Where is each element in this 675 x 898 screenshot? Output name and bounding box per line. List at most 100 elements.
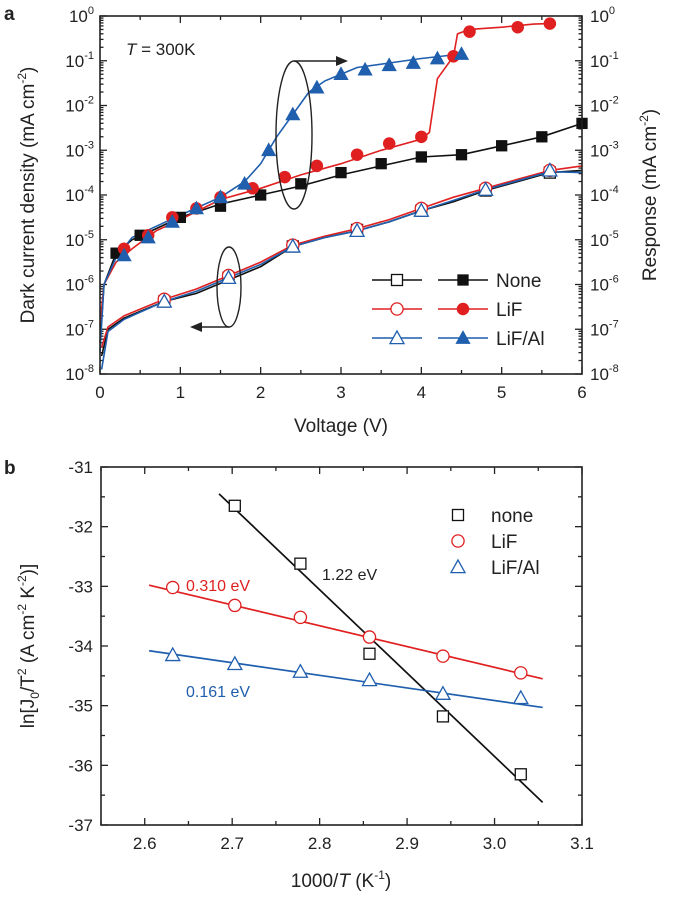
- b-xtick-label: 2.8: [308, 834, 332, 853]
- panel-b-ticks: 2.6 2.7 2.8 2.9 3.0 3.1 -31 -32 -33 -34 -35 -36 -37: [68, 458, 593, 853]
- b-point-none: [228, 499, 241, 512]
- a-xtick-label: 1: [176, 383, 185, 402]
- panel-b-legend: none LiF LiF/Al: [449, 506, 540, 579]
- a-point-response-none: [455, 149, 468, 161]
- b-legend-marker: [449, 558, 467, 574]
- panel-b-frame: [100, 466, 583, 826]
- a-point-dark-lifal: [284, 238, 301, 253]
- a-point-response-lif: [511, 20, 524, 34]
- a-ytick-label-left: 10-4: [65, 184, 94, 205]
- b-point-lifal: [164, 646, 181, 662]
- b-fit-line-lif: [148, 584, 543, 680]
- a-ytick-label-left: 10-6: [65, 274, 94, 295]
- a-point-response-lif: [415, 130, 428, 144]
- a-point-response-lifal: [381, 57, 397, 72]
- a-point-response-none: [496, 140, 508, 152]
- a-ytick-label-left: 100: [69, 5, 94, 26]
- panel-a-xlabel: Voltage (V): [294, 416, 388, 437]
- b-xtick-label: 2.6: [133, 834, 157, 853]
- a-legend-label: LiF/Al: [496, 329, 545, 350]
- a-legend-marker-filled: [457, 274, 469, 286]
- panel-b-series: [148, 493, 544, 803]
- b-legend-label: none: [491, 506, 533, 527]
- a-ytick-label-right: 10-1: [590, 50, 619, 71]
- a-point-response-lif: [350, 148, 364, 161]
- a-ytick-label-left: 10-1: [65, 50, 94, 71]
- a-point-response-none: [335, 166, 347, 179]
- a-point-response-lif: [278, 170, 292, 184]
- b-legend-marker: [451, 508, 465, 522]
- a-line-response-lifal: [99, 53, 462, 352]
- a-point-response-none: [536, 131, 548, 143]
- a-point-response-lifal: [212, 189, 229, 204]
- a-ytick-label-left: 10-8: [65, 363, 94, 384]
- b-point-lifal: [226, 655, 243, 671]
- a-point-response-lifal: [261, 142, 277, 157]
- b-ytick-label: -37: [68, 816, 93, 835]
- b-point-lifal: [512, 689, 529, 705]
- a-point-dark-lifal: [477, 181, 494, 196]
- a-point-response-lifal: [453, 46, 470, 60]
- panel-a-ticks: 0 1 2 3 4 5 6 100 100 10-1 10-1 10-2 10-2 10-3 10-3 10-…: [65, 5, 618, 402]
- a-point-response-lifal: [405, 55, 421, 69]
- panel-b-label: b: [4, 458, 16, 479]
- a-xtick-label: 5: [497, 383, 506, 402]
- a-ytick-label-right: 10-4: [590, 184, 619, 205]
- b-ytick-label: -36: [68, 756, 93, 775]
- a-point-response-none: [255, 189, 267, 201]
- a-point-response-lifal: [236, 175, 253, 190]
- b-ytick-label: -32: [68, 518, 93, 537]
- b-point-none: [514, 768, 527, 781]
- b-point-none: [363, 647, 376, 660]
- a-legend-marker-filled: [455, 330, 471, 344]
- dark-ellipse: [216, 246, 242, 328]
- a-point-response-none: [415, 151, 427, 163]
- a-legend-label: LiF: [496, 300, 522, 321]
- panel-a-frame: [99, 15, 583, 375]
- b-fit-line-none: [218, 493, 544, 803]
- b-point-lif: [293, 610, 308, 625]
- a-point-response-lifal: [116, 247, 132, 262]
- a-point-response-lifal: [309, 79, 325, 94]
- a-point-dark-lifal: [541, 162, 558, 177]
- a-ytick-label-right: 10-6: [590, 274, 619, 295]
- a-point-response-lifal: [164, 214, 180, 228]
- b-point-lif: [362, 630, 377, 644]
- a-xtick-label: 4: [417, 383, 426, 402]
- a-xtick-label: 2: [256, 383, 265, 402]
- dark-group-marker: [190, 246, 242, 332]
- response-group-marker: [275, 56, 348, 210]
- a-legend-marker-filled: [456, 302, 470, 316]
- temperature-annotation: T = 300K: [126, 40, 196, 59]
- a-ytick-label-left: 10-3: [65, 139, 94, 160]
- a-point-response-none: [295, 178, 307, 190]
- a-point-dark-lifal: [413, 202, 430, 217]
- a-ytick-label-right: 10-2: [590, 95, 619, 116]
- a-xtick-label: 6: [577, 383, 586, 402]
- panel-a-ylabel-right: Response (mA cm-2): [637, 109, 661, 281]
- panel-b: b 2.6 2.7 2.8 2.9 3.0 3.1 -31 -32 -33 -34 -35 -36 -3…: [4, 458, 594, 892]
- a-legend-marker-open: [390, 302, 404, 316]
- b-ytick-label: -31: [68, 458, 93, 477]
- panel-b-ylabel: ln[J0/T2 (A cm-2 K-2)]: [15, 564, 42, 729]
- a-legend-label: None: [496, 271, 541, 292]
- b-point-none: [436, 710, 450, 723]
- b-point-none: [294, 557, 307, 570]
- a-point-response-lifal: [333, 66, 349, 81]
- b-xtick-label: 2.9: [395, 834, 419, 853]
- a-ytick-label-left: 10-2: [65, 95, 94, 116]
- b-xtick-label: 3.0: [483, 834, 507, 853]
- a-point-dark-lifal: [220, 269, 237, 285]
- b-legend-marker: [451, 534, 465, 548]
- a-ytick-label-right: 10-7: [590, 318, 619, 339]
- panel-a: a 0 1 2 3 4 5 6 100 100 10-1 10-1 10-2 10-2 10-3 10-3 1…: [4, 4, 661, 437]
- a-point-response-lifal: [140, 229, 156, 244]
- a-point-dark-lifal: [348, 222, 366, 238]
- left-arrow-icon: [190, 322, 202, 332]
- a-point-dark-lifal: [156, 293, 173, 308]
- a-xtick-label: 0: [95, 383, 104, 402]
- b-xtick-label: 2.7: [220, 834, 244, 853]
- b-ytick-label: -35: [68, 697, 93, 716]
- a-point-response-lifal: [188, 200, 205, 215]
